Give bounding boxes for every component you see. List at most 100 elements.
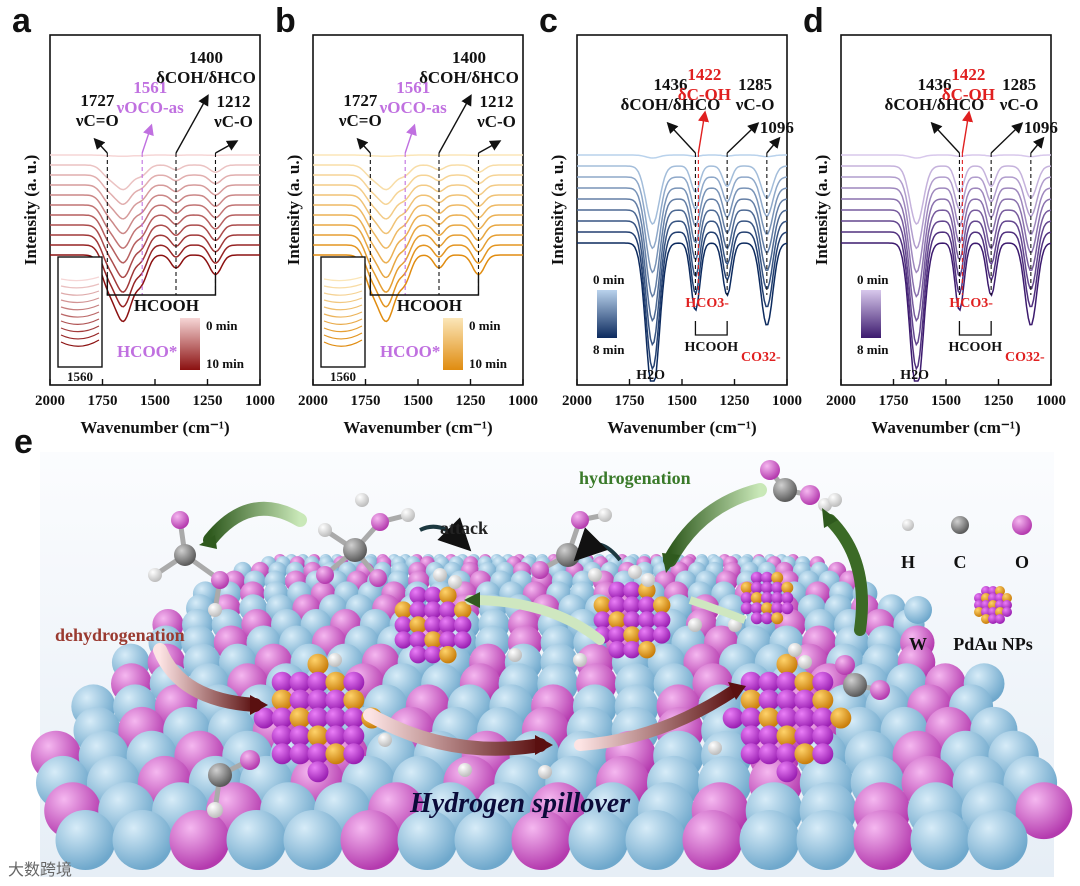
- spectrum-c-8: [577, 242, 788, 382]
- x-tick-label: 1500: [140, 393, 170, 409]
- pd-atom: [776, 671, 798, 693]
- au-atom: [812, 689, 834, 711]
- legend-np-atom: [995, 586, 1005, 596]
- spilled-h-atom: [688, 618, 702, 632]
- legend-np-atom: [981, 586, 991, 596]
- h2o-label: H2O: [636, 368, 665, 383]
- pd-atom: [325, 707, 347, 729]
- spectrum-d-0: [841, 154, 1051, 159]
- peak-assignment-1561: νOCO-as: [379, 98, 447, 117]
- lattice-w-atom: [283, 810, 344, 870]
- pd-atom: [653, 611, 671, 629]
- pd-atom: [781, 602, 794, 615]
- small-return-arrow: [688, 596, 747, 624]
- pd-atom: [307, 743, 329, 765]
- x-tick-label: 1250: [984, 393, 1014, 409]
- legend-np-atom: [988, 600, 998, 610]
- spectrum-c-7: [577, 231, 788, 371]
- pd-atom: [307, 689, 329, 711]
- spectrum-a-0: [50, 154, 260, 158]
- x-tick-label: 1250: [456, 393, 486, 409]
- pd-atom: [608, 641, 626, 659]
- peak-assignment-1727: νC=O: [338, 111, 382, 130]
- legend-label-H: H: [901, 552, 915, 572]
- peak-assignment-1436: δCOH/δHCO: [621, 95, 721, 114]
- x-tick-label: 1750: [88, 393, 118, 409]
- spectrum-c-5: [577, 209, 788, 323]
- pd-atom: [409, 586, 427, 604]
- spectrum-d-5: [841, 209, 1052, 323]
- o-atom: [835, 655, 855, 675]
- x-axis-title: Wavenumber (cm⁻¹): [343, 418, 492, 437]
- spectrum-c-2: [577, 176, 788, 250]
- panel-letter-d: d: [803, 2, 824, 40]
- peak-arrow-1212: [215, 140, 239, 154]
- time-legend-bar: [861, 290, 881, 338]
- legend-label-W: W: [909, 634, 927, 654]
- spilled-h-atom: [538, 765, 552, 779]
- x-tick-label: 1500: [667, 393, 697, 409]
- spectrum-a-2: [50, 174, 260, 205]
- legend-np-atom: [988, 607, 998, 617]
- au-atom: [758, 707, 780, 729]
- hydrogenation-arrow-head: [662, 553, 680, 573]
- peak-arrow-1400: [438, 94, 472, 154]
- legend-start-label: 0 min: [857, 272, 889, 287]
- pd-atom: [271, 671, 293, 693]
- spectrum-a-6: [50, 214, 260, 264]
- pd-atom: [271, 725, 293, 747]
- pd-atom: [343, 725, 365, 747]
- spectrum-c-1: [577, 165, 788, 226]
- pd-atom: [608, 596, 626, 614]
- spilled-h-atom: [798, 655, 812, 669]
- hydrogenation-label: hydrogenation: [579, 468, 691, 488]
- o-atom: [531, 561, 549, 579]
- arrow-to-left-molecule: [203, 501, 307, 547]
- x-axis-title: Wavenumber (cm⁻¹): [80, 418, 229, 437]
- pd-atom: [750, 602, 763, 615]
- legend-atom-W: [904, 596, 932, 624]
- lattice-w-atom: [910, 810, 971, 870]
- spilled-h-atom: [708, 741, 722, 755]
- pd-atom: [454, 616, 472, 634]
- legend-np-atom: [1002, 600, 1012, 610]
- o-atom: [371, 513, 389, 531]
- legend-end-label: 8 min: [857, 342, 889, 357]
- panel-a: a 2000 1750 1500 1250 1000 Wavenumber (cm⁻¹) In…: [12, 2, 275, 437]
- time-legend-bar: [180, 318, 200, 370]
- x-tick-label: 1750: [351, 393, 381, 409]
- dehydrogenation-arrow: [153, 643, 262, 712]
- au-atom: [776, 725, 798, 747]
- inset-spectrum: [60, 304, 100, 311]
- spectrum-d-6: [841, 220, 1052, 347]
- legend-label-O: O: [1015, 552, 1029, 572]
- legend-np-atom: [1002, 607, 1012, 617]
- legend-np-atom: [988, 593, 998, 603]
- peak-assignment-1422: δC-OH: [942, 85, 995, 104]
- spillover-arrow-1: [363, 708, 547, 756]
- pd-atom: [771, 602, 784, 615]
- pd-atom: [781, 592, 794, 604]
- o-atom: [760, 460, 780, 480]
- return-arrow-head: [464, 592, 480, 608]
- c-atom: [208, 763, 232, 787]
- peak-assignment-1400: δCOH/δHCO: [419, 68, 519, 87]
- peak-assignment-1212: νC-O: [213, 112, 253, 131]
- spectrum-a-3: [50, 184, 260, 220]
- peak-label-1727: 1727: [343, 91, 378, 110]
- peak-label-1096: 1096: [1024, 118, 1058, 137]
- pd-atom: [623, 581, 641, 599]
- x-tick-label: 1000: [1036, 393, 1066, 409]
- legend-np-atom: [995, 607, 1005, 617]
- arrow-head-left: [199, 535, 217, 549]
- pd-atom: [776, 689, 798, 711]
- return-arrow: [465, 595, 605, 645]
- pd-atom: [307, 761, 329, 783]
- legend-start-label: 0 min: [593, 272, 625, 287]
- h-atom: [598, 508, 612, 522]
- spilled-h-atom: [328, 653, 342, 667]
- inset-spectrum: [60, 276, 100, 282]
- inset-spectrum: [60, 311, 100, 318]
- c-atom: [343, 538, 367, 562]
